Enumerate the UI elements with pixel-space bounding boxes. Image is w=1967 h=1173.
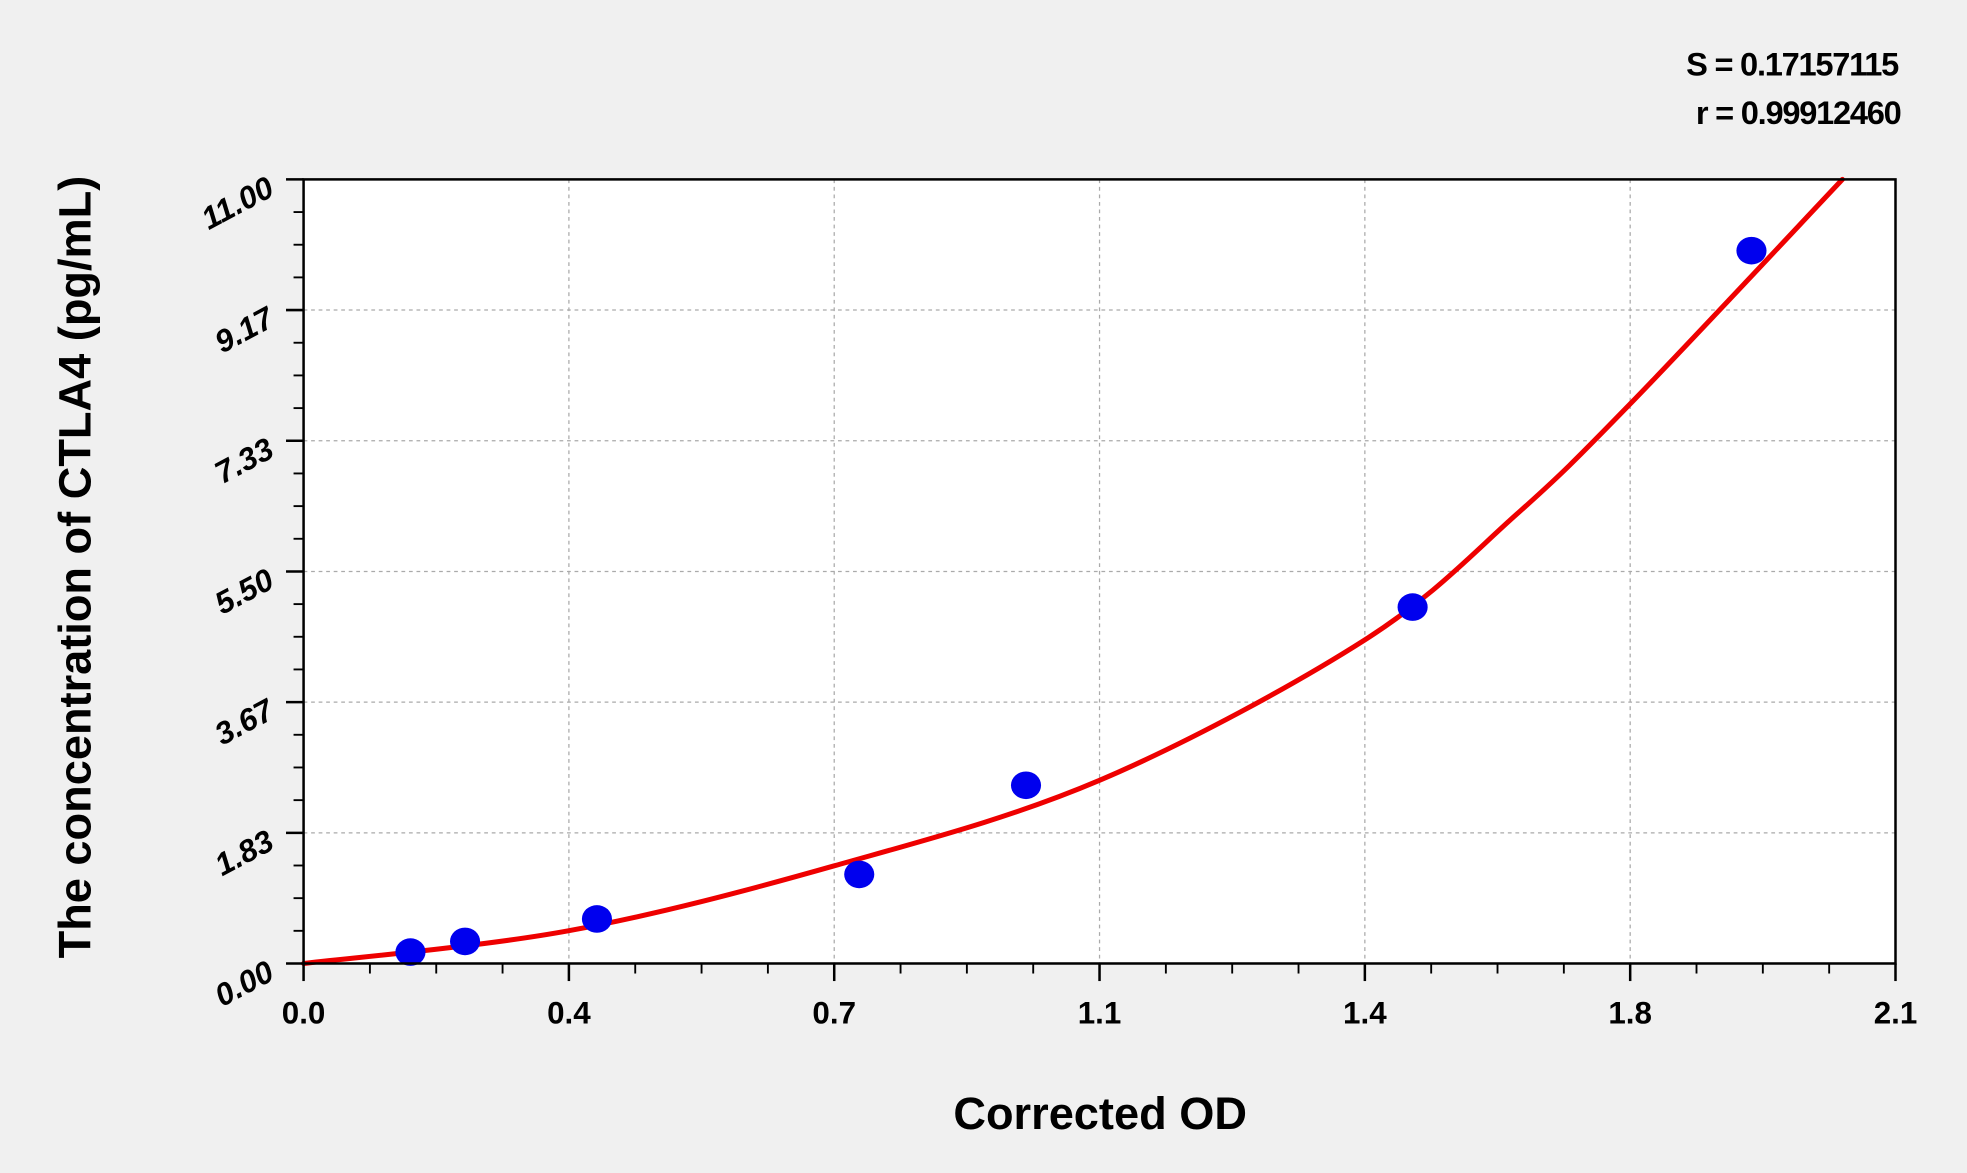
data-points-layer xyxy=(395,236,1767,966)
data-point xyxy=(1736,236,1767,265)
x-tick-label: 0.0 xyxy=(282,996,326,1031)
y-tick-labels: 0.00 1.83 3.67 5.50 7.33 9.17 11.00 xyxy=(196,169,281,1013)
data-point xyxy=(395,938,426,966)
x-tick-labels: 0.0 0.4 0.7 1.1 1.4 1.8 2.1 xyxy=(282,996,1918,1031)
y-tick-label: 0.00 xyxy=(209,954,280,1014)
y-tick-label: 7.33 xyxy=(209,431,280,491)
x-tick-label: 2.1 xyxy=(1874,996,1918,1031)
x-tick-label: 1.8 xyxy=(1608,996,1652,1031)
data-point xyxy=(1010,771,1042,800)
y-tick-label: 1.83 xyxy=(209,823,280,883)
x-tick-label: 0.4 xyxy=(547,996,591,1031)
data-point xyxy=(449,927,481,956)
s-statistic: S = 0.17157115 xyxy=(1686,45,1899,82)
y-axis-title: The concentration of CTLA4 (pg/mL) xyxy=(49,176,100,959)
data-point xyxy=(844,860,875,889)
x-tick-label: 0.7 xyxy=(812,996,856,1031)
y-tick-label: 5.50 xyxy=(209,562,280,622)
axis-ticks xyxy=(286,178,1897,982)
x-tick-label: 1.4 xyxy=(1343,996,1387,1031)
y-tick-label: 9.17 xyxy=(209,300,281,360)
grid xyxy=(303,179,1896,964)
r-statistic: r = 0.99912460 xyxy=(1696,94,1901,131)
data-point xyxy=(1397,593,1428,621)
data-point xyxy=(581,905,613,933)
x-axis-title: Corrected OD xyxy=(953,1088,1247,1139)
y-tick-label: 3.67 xyxy=(209,692,281,752)
y-tick-label: 11.00 xyxy=(196,169,280,236)
x-tick-label: 1.1 xyxy=(1078,996,1122,1031)
